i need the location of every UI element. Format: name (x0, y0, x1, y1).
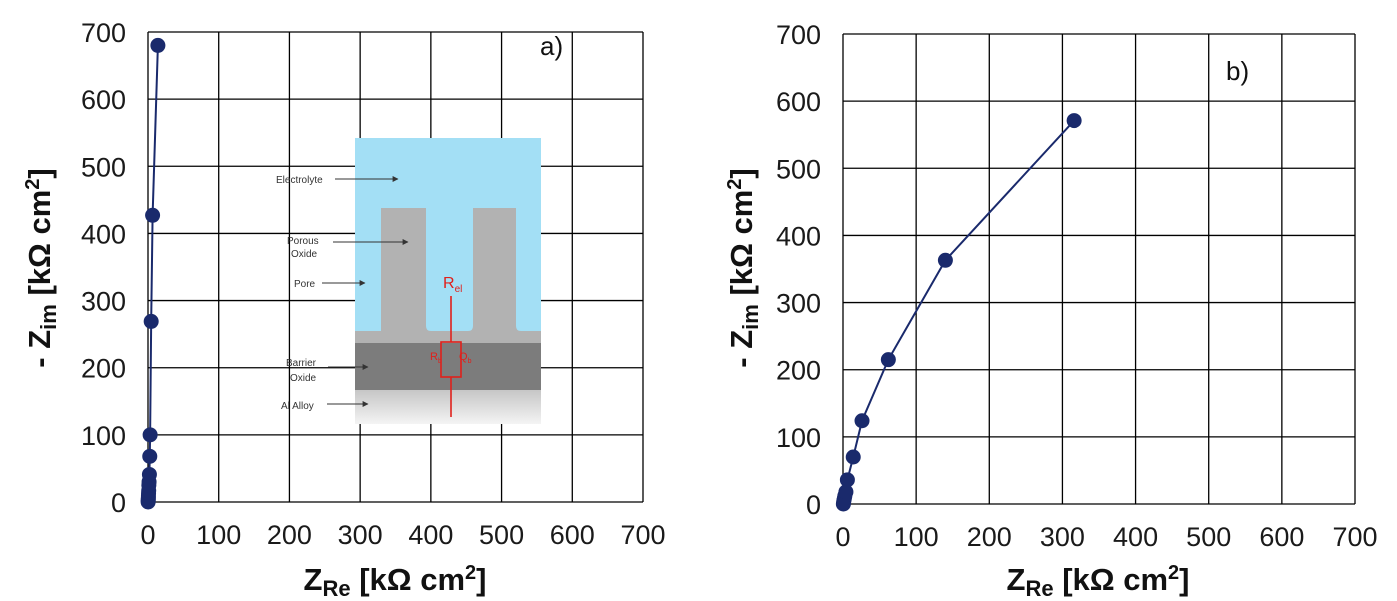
data-point (145, 207, 161, 223)
x-tick-label: 300 (338, 520, 383, 550)
y-tick-label: 500 (81, 152, 126, 182)
x-tick-label: 700 (620, 520, 665, 550)
data-point (937, 252, 953, 268)
data-point (142, 427, 158, 443)
y-tick-label: 0 (111, 488, 126, 518)
x-tick-label: 300 (1040, 522, 1085, 552)
x-tick-label: 200 (267, 520, 312, 550)
y-tick-label: 600 (81, 85, 126, 115)
y-axis-title-b: - Zim [kΩ cm2] (724, 168, 763, 367)
y-tick-label: 100 (81, 421, 126, 451)
data-point (845, 449, 861, 465)
y-tick-label: 300 (81, 287, 126, 317)
label-electrolyte: Electrolyte (276, 175, 323, 186)
label-pore: Pore (294, 279, 316, 290)
y-axis-title-a: - Zim [kΩ cm2] (22, 168, 61, 367)
y-tick-label: 500 (776, 154, 821, 184)
y-tick-label: 200 (81, 354, 126, 384)
y-tick-label: 400 (81, 219, 126, 249)
data-point (150, 37, 166, 53)
x-tick-label: 600 (550, 520, 595, 550)
label-porous-line1: Porous (287, 236, 319, 247)
x-tick-label: 200 (967, 522, 1012, 552)
x-tick-labels-b: 0 100 200 300 400 500 600 700 (835, 522, 1377, 552)
data-point (838, 484, 854, 500)
panel-label-a: a) (540, 31, 563, 61)
y-tick-label: 100 (776, 423, 821, 453)
series-line (842, 119, 1075, 505)
series-b (835, 113, 1082, 512)
data-point (880, 352, 896, 368)
x-tick-label: 700 (1332, 522, 1377, 552)
x-tick-label: 400 (1113, 522, 1158, 552)
x-tick-label: 400 (408, 520, 453, 550)
grid-b (842, 33, 1356, 505)
y-tick-label: 400 (776, 221, 821, 251)
x-tick-label: 0 (835, 522, 850, 552)
x-tick-label: 500 (479, 520, 524, 550)
series-a (140, 37, 166, 510)
label-porous-line2: Oxide (291, 249, 318, 260)
r-b-label: Rb (430, 351, 442, 365)
y-tick-label: 0 (806, 490, 821, 520)
label-barrier-line1: Barrier (286, 358, 317, 369)
y-tick-labels-b: 0 100 200 300 400 500 600 700 (776, 20, 821, 520)
y-tick-labels-a: 0 100 200 300 400 500 600 700 (81, 18, 126, 518)
data-point (854, 413, 870, 429)
label-barrier-line2: Oxide (290, 373, 317, 384)
data-point (142, 448, 158, 464)
data-point (1066, 113, 1082, 129)
x-tick-label: 500 (1186, 522, 1231, 552)
inset-al-alloy (355, 390, 541, 424)
data-point (143, 313, 159, 329)
equivalent-circuit (440, 296, 462, 417)
y-tick-label: 300 (776, 289, 821, 319)
panel-label-b: b) (1226, 56, 1249, 86)
chart-panel-b: 0 100 200 300 400 500 600 700 0 100 200 300 400 500 6… (724, 20, 1378, 601)
inset-barrier-oxide (355, 343, 541, 390)
y-tick-label: 200 (776, 356, 821, 386)
y-tick-label: 700 (81, 18, 126, 48)
r-el-label: Rel (443, 275, 462, 295)
x-axis-title-a: ZRe [kΩ cm2] (304, 562, 487, 601)
x-tick-labels-a: 0 100 200 300 400 500 600 700 (140, 520, 665, 550)
x-tick-label: 0 (140, 520, 155, 550)
y-tick-label: 600 (776, 87, 821, 117)
x-tick-label: 600 (1259, 522, 1304, 552)
chart-panel-a: 0 100 200 300 400 500 600 700 0 100 200 300 400 500 6… (22, 18, 666, 601)
q-b-label: Qb (459, 351, 472, 365)
anodized-layer-schematic: Rel Rb Qb Electrolyte Porous Oxide Pore … (276, 138, 541, 424)
label-al-alloy: Al Alloy (281, 401, 314, 412)
x-tick-label: 100 (196, 520, 241, 550)
y-tick-label: 700 (776, 20, 821, 50)
x-axis-title-b: ZRe [kΩ cm2] (1007, 562, 1190, 601)
data-point (141, 466, 157, 482)
x-tick-label: 100 (894, 522, 939, 552)
data-point (839, 472, 855, 488)
